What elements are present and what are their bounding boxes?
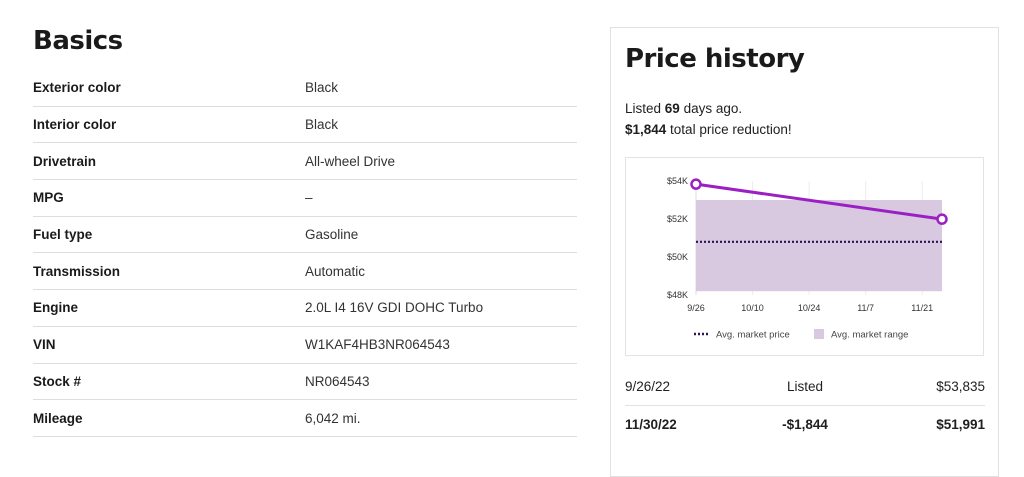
history-price: $51,991 (936, 416, 985, 432)
spec-value: All-wheel Drive (305, 153, 396, 169)
spec-value: W1KAF4HB3NR064543 (305, 337, 450, 353)
spec-label: Transmission (33, 263, 121, 279)
listed-prefix: Listed (625, 101, 665, 116)
x-tick-label: 11/7 (857, 303, 874, 313)
spec-label: MPG (33, 190, 64, 206)
basics-title: Basics (33, 26, 123, 56)
spec-row: Interior color Black (33, 107, 577, 144)
spec-row: Exterior color Black (33, 70, 577, 107)
listed-line: Listed 69 days ago. (625, 98, 792, 119)
spec-label: VIN (33, 337, 56, 353)
spec-value: NR064543 (305, 373, 370, 389)
reduction-line: $1,844 total price reduction! (625, 119, 792, 140)
y-tick-label: $52K (667, 214, 688, 224)
price-series-line (695, 182, 943, 221)
spec-value: 6,042 mi. (305, 410, 361, 426)
spec-row: VIN W1KAF4HB3NR064543 (33, 327, 577, 364)
reduction-amount: $1,844 (625, 122, 667, 137)
market-range-band (696, 200, 942, 292)
spec-row: Stock # NR064543 (33, 364, 577, 401)
y-tick-label: $50K (667, 252, 688, 262)
spec-label: Interior color (33, 117, 117, 133)
history-date: 11/30/22 (625, 416, 677, 432)
spec-label: Exterior color (33, 80, 121, 96)
price-chart-svg: $54K $52K $50K $48K 9/26 10/10 10/24 11/7 11/21 A… (667, 176, 948, 341)
price-history-title: Price history (625, 44, 805, 74)
legend-market-price-label: Avg. market price (716, 330, 790, 341)
reduction-suffix: total price reduction! (666, 122, 792, 137)
legend-market-range-swatch (814, 329, 824, 339)
price-history-table: 9/26/22 Listed $53,835 11/30/22 -$1,844 $51,9… (625, 368, 985, 442)
spec-row: Mileage 6,042 mi. (33, 400, 577, 437)
spec-label: Drivetrain (33, 153, 97, 169)
history-row: 9/26/22 Listed $53,835 (625, 368, 985, 405)
price-point (690, 178, 702, 190)
spec-row: Engine 2.0L I4 16V GDI DOHC Turbo (33, 290, 577, 327)
legend-market-range-label: Avg. market range (831, 330, 908, 341)
price-summary: Listed 69 days ago. $1,844 total price r… (625, 98, 792, 140)
x-tick-label: 10/10 (741, 303, 764, 313)
spec-value: Black (305, 117, 339, 133)
y-tick-label: $48K (667, 290, 688, 300)
price-point (936, 213, 948, 225)
history-row: 11/30/22 -$1,844 $51,991 (625, 405, 985, 442)
listed-suffix: days ago. (679, 101, 743, 116)
price-chart: $54K $52K $50K $48K 9/26 10/10 10/24 11/7 11/21 A… (625, 157, 984, 356)
spec-label: Fuel type (33, 227, 93, 243)
listed-days: 69 (664, 101, 680, 116)
x-tick-label: 10/24 (798, 303, 821, 313)
spec-row: Drivetrain All-wheel Drive (33, 143, 577, 181)
history-date: 9/26/22 (625, 379, 671, 394)
x-tick-label: 9/26 (687, 303, 705, 313)
history-event: -$1,844 (782, 416, 828, 432)
x-tick-label: 11/21 (911, 303, 933, 313)
history-event: Listed (786, 379, 824, 394)
history-price: $53,835 (936, 379, 985, 394)
basics-section: Basics Exterior color Black Interior color… (33, 22, 577, 437)
spec-row: Transmission Automatic (33, 253, 577, 291)
spec-value: Black (305, 80, 339, 96)
spec-value: 2.0L I4 16V GDI DOHC Turbo (305, 300, 484, 316)
y-tick-label: $54K (667, 176, 688, 186)
spec-label: Engine (33, 300, 79, 316)
spec-value: – (305, 190, 313, 206)
spec-label: Mileage (33, 410, 83, 426)
spec-row: MPG – (33, 180, 577, 217)
spec-row: Fuel type Gasoline (33, 217, 577, 254)
price-history-card: Price history Listed 69 days ago. $1,844… (610, 27, 999, 477)
spec-label: Stock # (33, 373, 82, 389)
spec-value: Gasoline (305, 227, 359, 243)
spec-value: Automatic (305, 263, 366, 279)
spec-list: Exterior color Black Interior color Black Dr… (33, 70, 577, 437)
